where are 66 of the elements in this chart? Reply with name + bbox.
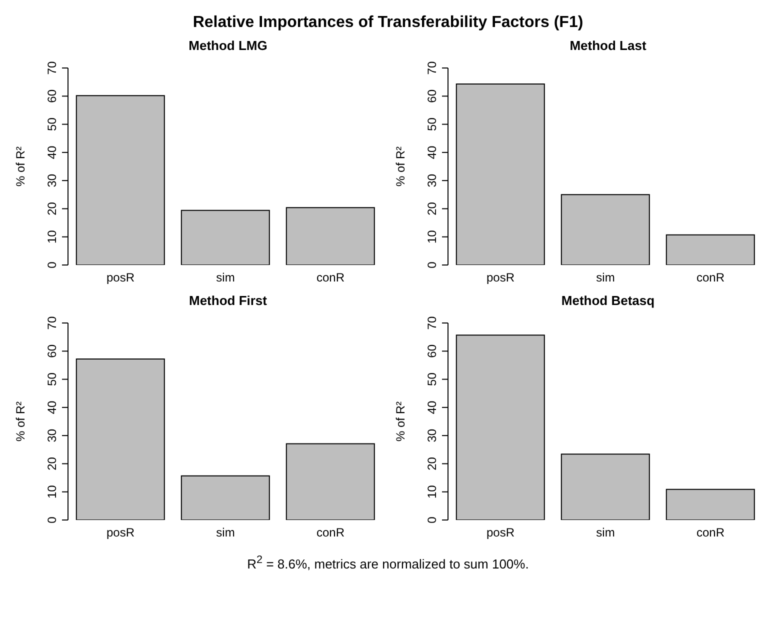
y-tick-label: 10 [45,230,59,244]
text: R$^{2}$ = 8.6%, metrics are normalized to sum 100%. [246,554,530,572]
y-tick-label: 30 [45,428,59,442]
bar [666,488,755,520]
y-tick-label: 10 [425,484,439,499]
y-tick-label: 70 [425,61,439,75]
y-tick-label: 20 [425,202,439,216]
bar [76,95,165,265]
x-tick-label: sim [216,270,235,285]
y-axis-title: % of R² [13,401,28,442]
y-tick-label: 30 [425,174,439,188]
y-tick-label: 70 [45,316,59,330]
y-axis-title: % of R² [13,146,28,187]
y-tick-label: 20 [425,456,439,470]
y-tick-label: 50 [45,372,59,386]
y-tick-label: 0 [45,261,59,268]
y-tick-label: 20 [45,202,59,216]
x-tick-label: conR [696,526,725,540]
y-axis-title: % of R² [393,146,408,187]
bar [286,207,375,265]
y-tick-label: 0 [425,261,439,268]
chart-title: Method First [188,293,268,308]
bar [560,454,650,520]
y-tick-label: 40 [45,145,59,160]
x-tick-label: posR [106,270,135,285]
y-tick-label: 70 [45,61,59,75]
chart-title: Method Betasq [560,293,656,308]
bar [456,84,545,265]
y-tick-label: 50 [425,117,439,131]
y-tick-label: 40 [425,145,439,160]
bar [76,358,165,520]
y-tick-label: 40 [425,400,439,414]
chart-title: Method LMG [188,38,268,53]
y-tick-label: 30 [45,174,59,188]
x-tick-label: posR [486,526,515,540]
y-tick-label: 0 [425,516,439,524]
y-tick-label: 20 [45,456,59,470]
y-tick-label: 60 [45,89,59,103]
x-tick-label: conR [316,270,345,285]
y-tick-label: 60 [425,89,439,103]
x-tick-label: conR [316,526,345,540]
y-tick-label: 70 [425,316,439,330]
text: Relative Importances of Transferability Factors (F1) [192,14,584,32]
x-tick-label: sim [216,526,235,540]
x-tick-label: posR [486,270,515,285]
bar [666,234,755,265]
y-tick-label: 40 [45,400,59,414]
y-tick-label: 30 [425,428,439,442]
x-tick-label: sim [596,526,615,540]
y-tick-label: 10 [425,230,439,244]
x-tick-label: posR [106,526,135,540]
bar [180,210,270,265]
y-tick-label: 50 [45,117,59,131]
bar [180,475,270,520]
bar [286,443,375,520]
y-axis-title: % of R² [393,401,408,442]
y-tick-label: 60 [425,344,439,358]
y-tick-label: 0 [45,516,59,524]
x-tick-label: sim [596,270,615,285]
y-tick-label: 60 [45,344,59,358]
y-tick-label: 50 [425,372,439,386]
chart-title: Method Last [568,38,648,53]
y-tick-label: 10 [45,484,59,499]
bar [560,194,650,265]
x-tick-label: conR [696,270,725,285]
bar [456,334,545,520]
